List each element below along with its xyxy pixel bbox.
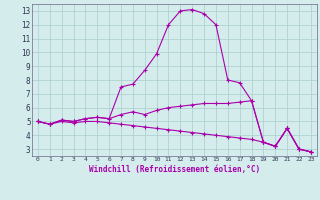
X-axis label: Windchill (Refroidissement éolien,°C): Windchill (Refroidissement éolien,°C) [89,165,260,174]
